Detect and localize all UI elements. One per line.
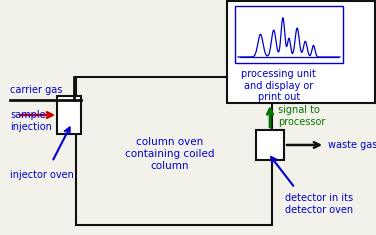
Text: detector in its
detector oven: detector in its detector oven [285, 193, 353, 215]
Text: column oven
containing coiled
column: column oven containing coiled column [125, 137, 215, 171]
Text: sample
injection: sample injection [10, 110, 52, 132]
Bar [235, 6, 343, 63]
Text: signal to
processor: signal to processor [278, 105, 325, 127]
Bar [57, 96, 81, 134]
Bar [76, 77, 272, 225]
Text: carrier gas: carrier gas [10, 85, 62, 95]
Text: injector oven: injector oven [10, 170, 74, 180]
Text: waste gases: waste gases [328, 140, 376, 150]
Bar [256, 130, 284, 160]
Text: processing unit
and display or
print out: processing unit and display or print out [241, 69, 316, 102]
Bar [227, 1, 375, 103]
